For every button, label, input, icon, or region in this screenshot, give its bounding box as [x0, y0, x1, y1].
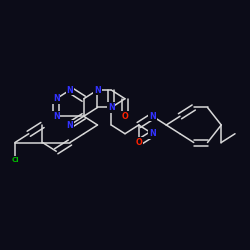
- Text: N: N: [149, 129, 156, 138]
- Text: N: N: [94, 86, 101, 94]
- Text: Cl: Cl: [11, 157, 19, 163]
- Text: O: O: [135, 138, 142, 147]
- Text: N: N: [66, 86, 73, 94]
- Text: N: N: [53, 94, 60, 103]
- Text: N: N: [149, 112, 156, 121]
- Text: N: N: [108, 103, 114, 112]
- Text: N: N: [66, 120, 73, 130]
- Text: N: N: [53, 112, 60, 121]
- Text: O: O: [122, 112, 128, 121]
